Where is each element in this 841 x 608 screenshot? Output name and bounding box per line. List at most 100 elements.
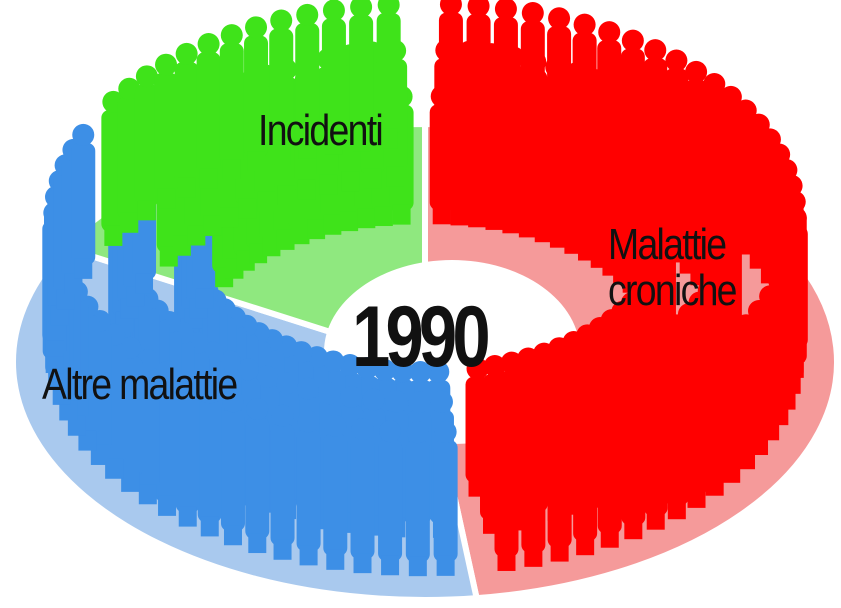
figure-head	[704, 341, 726, 363]
figure-leg	[224, 525, 242, 545]
figure-leg	[323, 215, 341, 235]
figure-body	[644, 394, 668, 516]
figure-leg	[587, 196, 605, 216]
figure-leg	[319, 175, 337, 195]
figure-leg	[138, 200, 156, 220]
figure-leg	[433, 204, 451, 224]
figure-head	[468, 0, 490, 17]
figure-head	[408, 391, 430, 413]
figure-body	[598, 412, 622, 534]
figure-head	[495, 416, 517, 438]
figure-body	[245, 417, 269, 539]
figure-head	[548, 7, 570, 29]
figure-head	[352, 418, 374, 440]
figure-leg	[393, 205, 411, 225]
figure-body	[351, 437, 375, 559]
figure-head	[495, 0, 517, 20]
figure-leg	[157, 189, 175, 209]
figure-head	[665, 50, 687, 72]
figure-head	[440, 0, 462, 15]
figure-body	[434, 440, 458, 562]
figure-head	[324, 415, 346, 437]
figure-body	[621, 403, 645, 525]
figure-leg	[158, 496, 176, 516]
figure-leg	[668, 499, 686, 519]
figure-leg	[257, 192, 275, 212]
figure-leg	[238, 199, 256, 219]
figure-head	[298, 410, 320, 432]
figure-body	[221, 409, 245, 531]
figure-leg	[576, 149, 594, 169]
figure-leg	[104, 226, 122, 246]
figure-body	[323, 434, 347, 556]
figure-body	[521, 431, 545, 553]
figure-leg	[437, 556, 455, 576]
figure-head	[296, 4, 318, 26]
figure-head	[176, 43, 198, 65]
figure-leg	[505, 173, 523, 193]
figure-leg	[601, 528, 619, 548]
figure-leg	[363, 169, 381, 189]
figure-leg	[524, 137, 542, 157]
figure-leg	[248, 533, 266, 553]
figure-body	[175, 62, 199, 184]
figure-leg	[437, 166, 455, 186]
figure-leg	[203, 216, 221, 236]
figure-body	[378, 439, 402, 561]
figure-head	[666, 364, 688, 386]
figure-leg	[375, 206, 393, 226]
figure-leg	[667, 185, 685, 205]
figure-leg	[380, 129, 398, 149]
figure-head	[566, 368, 588, 390]
figure-head	[379, 420, 401, 442]
figure-body	[573, 33, 597, 155]
figure-leg	[135, 274, 153, 294]
figure-leg	[340, 211, 358, 231]
figure-leg	[624, 519, 642, 539]
figure-leg	[386, 167, 404, 187]
figure-body	[494, 435, 518, 557]
figure-head	[481, 387, 503, 409]
figure-body	[548, 426, 572, 548]
figure-leg	[326, 550, 344, 570]
figure-body	[665, 383, 689, 505]
figure-leg	[341, 171, 359, 191]
figure-head	[350, 0, 372, 18]
figure-head	[378, 0, 400, 16]
figure-leg	[274, 540, 292, 560]
figure-head	[323, 0, 345, 21]
figure-body	[597, 40, 621, 162]
figure-leg	[483, 170, 501, 190]
figure-leg	[551, 542, 569, 562]
figure-head	[363, 389, 385, 411]
figure-leg	[526, 178, 544, 198]
figure-body	[521, 21, 545, 143]
figure-head	[270, 10, 292, 32]
figure-leg	[600, 156, 618, 176]
figure-leg	[220, 207, 238, 227]
figure-head	[276, 372, 298, 394]
figure-leg	[201, 516, 219, 536]
figure-body	[220, 43, 244, 165]
figure-body	[71, 143, 95, 265]
figure-leg	[120, 213, 138, 233]
figure-head	[503, 383, 525, 405]
figure-head	[246, 398, 268, 420]
figure-head	[385, 390, 407, 412]
figure-head	[297, 378, 319, 400]
figure-leg	[354, 553, 372, 573]
figure-head	[522, 412, 544, 434]
figure-leg	[624, 165, 642, 185]
figure-head	[686, 353, 708, 375]
figure-leg	[576, 535, 594, 555]
figure-leg	[497, 133, 515, 153]
figure-head	[645, 375, 667, 397]
figure-head	[546, 374, 568, 396]
figure-leg	[567, 189, 585, 209]
figure-head	[318, 382, 340, 404]
figure-leg	[298, 180, 316, 200]
slice-label: Altre malattie	[42, 362, 236, 408]
figure-head	[221, 24, 243, 46]
figure-body	[467, 14, 491, 136]
figure-leg	[646, 174, 664, 194]
